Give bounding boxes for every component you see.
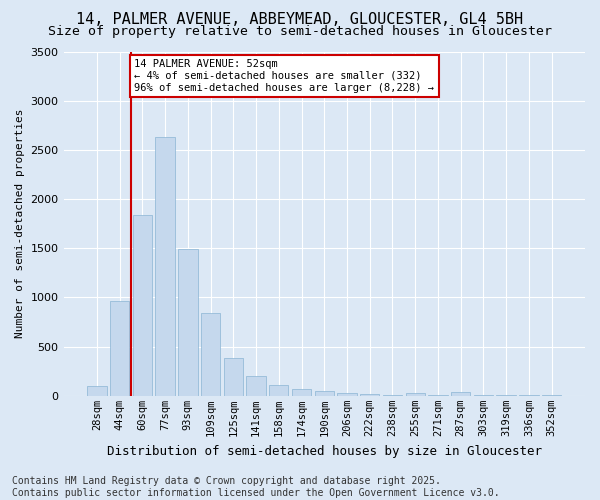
- Bar: [474, 395, 493, 396]
- Bar: [406, 393, 425, 396]
- Text: 14, PALMER AVENUE, ABBEYMEAD, GLOUCESTER, GL4 5BH: 14, PALMER AVENUE, ABBEYMEAD, GLOUCESTER…: [76, 12, 524, 28]
- Bar: [451, 392, 470, 396]
- Bar: [383, 395, 402, 396]
- Bar: [224, 358, 243, 396]
- Bar: [155, 137, 175, 396]
- Bar: [110, 302, 130, 396]
- Bar: [360, 394, 379, 396]
- Bar: [178, 250, 197, 396]
- Text: Contains HM Land Registry data © Crown copyright and database right 2025.
Contai: Contains HM Land Registry data © Crown c…: [12, 476, 500, 498]
- Bar: [314, 392, 334, 396]
- Text: Size of property relative to semi-detached houses in Gloucester: Size of property relative to semi-detach…: [48, 25, 552, 38]
- Text: 14 PALMER AVENUE: 52sqm
← 4% of semi-detached houses are smaller (332)
96% of se: 14 PALMER AVENUE: 52sqm ← 4% of semi-det…: [134, 60, 434, 92]
- Bar: [428, 395, 448, 396]
- Y-axis label: Number of semi-detached properties: Number of semi-detached properties: [15, 109, 25, 338]
- Bar: [337, 393, 356, 396]
- Bar: [201, 313, 220, 396]
- X-axis label: Distribution of semi-detached houses by size in Gloucester: Distribution of semi-detached houses by …: [107, 444, 542, 458]
- Bar: [292, 390, 311, 396]
- Bar: [87, 386, 107, 396]
- Bar: [519, 395, 539, 396]
- Bar: [496, 395, 516, 396]
- Bar: [133, 215, 152, 396]
- Bar: [542, 395, 561, 396]
- Bar: [269, 385, 289, 396]
- Bar: [247, 376, 266, 396]
